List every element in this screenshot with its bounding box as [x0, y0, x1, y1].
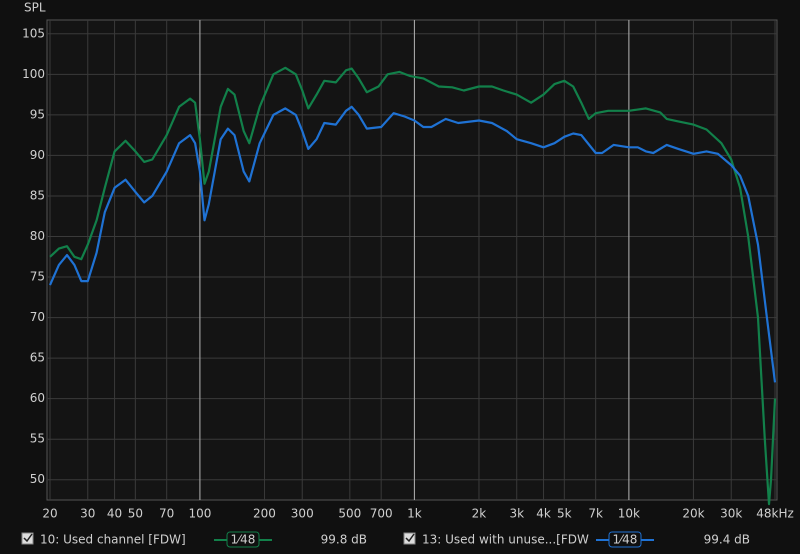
smoothing-box[interactable]: [226, 531, 260, 548]
legend-level: 99.4 dB: [704, 533, 750, 547]
x-tick-label: 1k: [407, 507, 422, 521]
x-tick-label: 500: [338, 507, 361, 521]
x-tick-label: 20k: [682, 507, 704, 521]
check-mark: [23, 533, 33, 543]
smoothing-label: 1⁄48: [613, 533, 638, 547]
y-tick-label: 65: [30, 351, 45, 365]
x-tick-label: 7k: [588, 507, 603, 521]
x-tick-label: 2k: [472, 507, 487, 521]
check-mark: [405, 533, 415, 543]
y-tick-label: 105: [22, 26, 45, 40]
smoothing-box[interactable]: [608, 531, 642, 548]
y-axis-label: SPL: [24, 1, 46, 15]
y-tick-label: 85: [30, 188, 45, 202]
legend-level: 99.8 dB: [321, 533, 367, 547]
y-tick-label: 60: [30, 391, 45, 405]
series-line: [48, 105, 777, 383]
y-tick-label: 70: [30, 310, 45, 324]
x-tick-label: 48kHz: [756, 507, 794, 521]
x-tick-label: 300: [291, 507, 314, 521]
x-tick-label: 5k: [557, 507, 572, 521]
legend-checkbox[interactable]: [21, 532, 34, 545]
x-tick-label: 30k: [720, 507, 742, 521]
y-tick-label: 100: [22, 67, 45, 81]
y-tick-label: 95: [30, 107, 45, 121]
y-tick-label: 80: [30, 229, 45, 243]
y-tick-label: 90: [30, 148, 45, 162]
series-line: [49, 66, 777, 506]
legend-label: 13: Used with unuse...[FDW: [422, 533, 589, 547]
x-tick-label: 700: [370, 507, 393, 521]
x-tick-label: 3k: [509, 507, 524, 521]
plot-area: [46, 19, 778, 501]
y-tick-label: 50: [30, 472, 45, 486]
x-tick-label: 4k: [536, 507, 551, 521]
x-tick-label: 30: [80, 507, 95, 521]
x-tick-label: 100: [188, 507, 211, 521]
y-tick-label: 75: [30, 270, 45, 284]
smoothing-label: 1⁄48: [231, 533, 256, 547]
x-tick-label: 40: [107, 507, 122, 521]
y-tick-label: 55: [30, 432, 45, 446]
x-tick-label: 20: [42, 507, 57, 521]
x-tick-label: 10k: [618, 507, 640, 521]
legend-label: 10: Used channel [FDW]: [40, 533, 186, 547]
x-tick-label: 50: [128, 507, 143, 521]
x-tick-label: 200: [253, 507, 276, 521]
x-tick-label: 70: [159, 507, 174, 521]
legend-checkbox[interactable]: [403, 532, 416, 545]
